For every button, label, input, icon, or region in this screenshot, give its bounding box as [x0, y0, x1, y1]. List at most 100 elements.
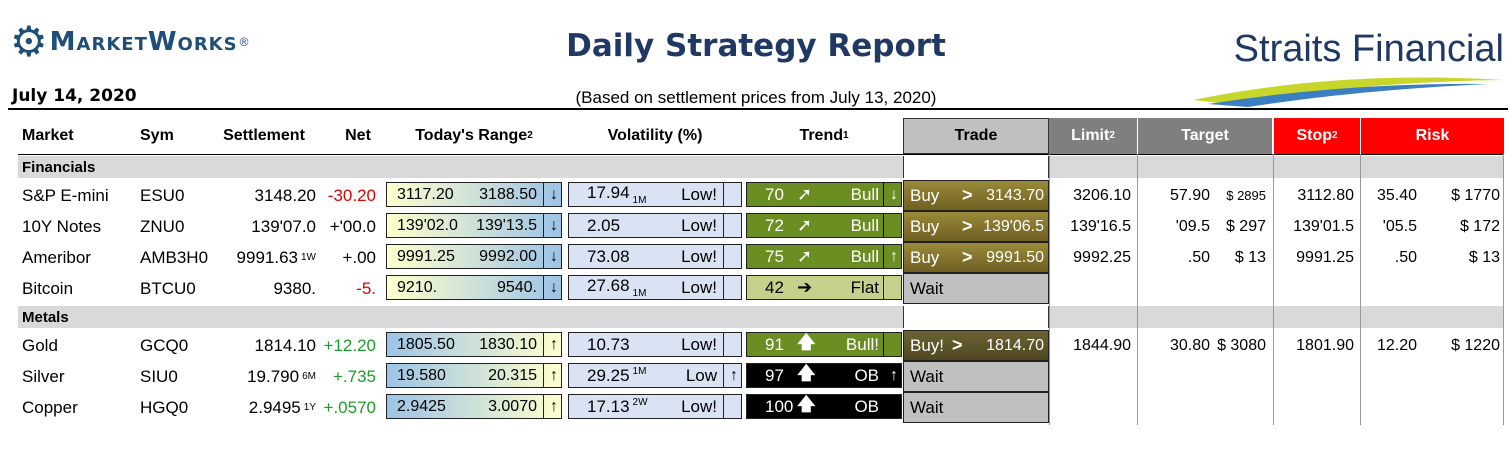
- range-low: 19.580: [397, 366, 446, 384]
- range-high: 3188.50: [479, 185, 537, 203]
- column-separator: [1273, 154, 1274, 425]
- net-change: +'00.0: [329, 216, 376, 236]
- volatility-value: 73.08: [587, 246, 630, 266]
- target-points: 57.90: [1169, 186, 1210, 204]
- range-box: 19.580 20.315 ↑: [386, 363, 562, 388]
- trend-divider: [883, 276, 884, 299]
- symbol: SIU0: [140, 366, 178, 386]
- volatility-label: Low!: [681, 277, 717, 297]
- symbol: BTCU0: [140, 278, 196, 298]
- risk-dollars: $ 1220: [1451, 336, 1500, 354]
- risk-points: '05.5: [1382, 217, 1417, 235]
- trade-action: Buy: [910, 216, 940, 236]
- range-low: 1805.50: [397, 335, 455, 353]
- volatility-box: 17.94 1M Low!: [568, 182, 742, 207]
- arrow-up-icon: ↑: [890, 366, 898, 384]
- risk-dollars: [1421, 273, 1504, 304]
- volatility-value: 17.94: [587, 183, 630, 203]
- target-dollars: [1214, 392, 1270, 423]
- risk-dollars: [1421, 392, 1504, 423]
- stop-value: [1274, 361, 1358, 392]
- arrow-up-icon: ↑: [550, 397, 558, 415]
- col-trade: Trade: [903, 118, 1049, 154]
- stop-value: 139'01.5: [1293, 217, 1354, 235]
- logo-text: MarketWorks: [49, 27, 238, 57]
- trend-label: Bull!: [845, 334, 879, 354]
- volatility-value-wrap: 27.68 1M: [587, 276, 646, 298]
- risk-points: [1361, 273, 1421, 304]
- col-range-label: Today's Range: [415, 127, 528, 144]
- arrow-up-icon: ↑: [730, 366, 738, 384]
- trade-action: Wait: [910, 397, 944, 417]
- range-low: 9210.: [397, 278, 438, 296]
- settlement: 3148.20: [214, 180, 320, 211]
- trade-action: Buy!: [910, 335, 945, 355]
- straits-financial-logo: Straits Financial: [1233, 28, 1504, 70]
- trade-action: Wait: [910, 366, 944, 386]
- arrow-up-icon: 🡅: [797, 393, 816, 415]
- volatility-label: Low!: [681, 246, 717, 266]
- volatility-value: 2.05: [587, 215, 621, 235]
- volatility-label: Low!: [681, 334, 717, 354]
- trend-divider: [883, 364, 884, 387]
- column-separator: [1503, 154, 1504, 425]
- col-sym: Sym: [140, 127, 174, 144]
- arrow-down-icon: ↓: [890, 185, 898, 203]
- market-name: Gold: [22, 335, 58, 355]
- swoosh-logo-icon: [1193, 77, 1503, 107]
- volatility-mark: 1M: [632, 365, 647, 377]
- range-low: 2.9425: [397, 397, 446, 415]
- target-points: '09.5: [1175, 217, 1210, 235]
- trend-value: 75: [765, 246, 784, 266]
- stop-value: [1274, 273, 1358, 304]
- volatility-label: Low: [685, 365, 717, 385]
- market-name: 10Y Notes: [22, 216, 102, 236]
- range-low: 9991.25: [397, 247, 455, 265]
- volatility-box: 2.05 Low!: [568, 213, 742, 238]
- volatility-divider: [723, 214, 724, 237]
- trend-value: 100: [765, 396, 794, 416]
- marketworks-logo: ⚙ MarketWorks ®: [10, 14, 248, 70]
- target-points: [1138, 361, 1214, 392]
- target-dollars: $ 297: [1225, 217, 1266, 235]
- volatility-value: 29.25: [587, 365, 630, 385]
- target-points: .50: [1187, 248, 1210, 266]
- arrow-down-icon: ↓: [550, 216, 558, 234]
- trend-value: 91: [765, 334, 784, 354]
- target-dollars: [1214, 361, 1270, 392]
- range-low: 139'02.0: [397, 216, 458, 234]
- trade-action: Buy: [910, 247, 940, 267]
- arrow-up-icon: ↑: [550, 366, 558, 384]
- target-dollars: $ 2895: [1226, 188, 1266, 203]
- symbol: AMB3H0: [140, 247, 209, 267]
- range-box: 9991.25 9992.00 ↓: [386, 244, 562, 269]
- section-name: Financials: [22, 158, 96, 176]
- arrow-up-icon: ↑: [890, 247, 898, 265]
- market-name: Silver: [22, 366, 65, 386]
- col-trend-label: Trend: [799, 127, 843, 144]
- target-points: [1138, 273, 1214, 304]
- net-change: +.0570: [323, 397, 376, 417]
- section-row: Financials: [18, 156, 1504, 178]
- risk-points: [1361, 361, 1421, 392]
- market-name: S&P E-mini: [22, 185, 109, 205]
- volatility-mark: 1M: [632, 287, 647, 299]
- trade-operator: >: [962, 247, 973, 267]
- arrow-up-right-icon: ➚: [797, 246, 813, 267]
- range-box: 3117.20 3188.50 ↓: [386, 182, 562, 207]
- stop-value: 1801.90: [1296, 336, 1354, 354]
- target-dollars: $ 13: [1234, 248, 1266, 266]
- arrow-up-right-icon: ➚: [797, 215, 813, 236]
- volatility-divider: [723, 395, 724, 418]
- market-name: Copper: [22, 397, 78, 417]
- limit-value: 139'16.5: [1070, 217, 1131, 235]
- trend-box: 72 ➚ Bull: [746, 213, 902, 238]
- trade-price: 1814.70: [986, 336, 1044, 354]
- trend-box: 97 🡅 OB ↑: [746, 363, 902, 388]
- trend-box: 75 ➚ Bull ↑: [746, 244, 902, 269]
- trade-gap: [903, 156, 1049, 178]
- limit-value: [1049, 361, 1135, 392]
- volatility-divider: [723, 183, 724, 206]
- settlement: 2.9495 1Y: [248, 397, 316, 417]
- trend-label: OB: [854, 396, 879, 416]
